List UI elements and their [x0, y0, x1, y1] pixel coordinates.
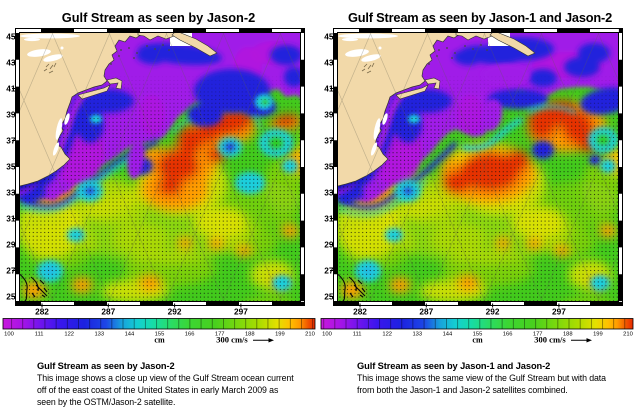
svg-text:300 cm/s: 300 cm/s	[534, 335, 566, 345]
svg-text:292: 292	[486, 307, 500, 317]
svg-text:300 cm/s: 300 cm/s	[216, 335, 248, 345]
svg-text:25: 25	[6, 292, 16, 302]
svg-text:287: 287	[419, 307, 433, 317]
svg-text:297: 297	[234, 307, 248, 317]
svg-text:cm: cm	[154, 336, 165, 345]
svg-text:166: 166	[185, 331, 195, 337]
svg-text:166: 166	[503, 331, 513, 337]
svg-text:133: 133	[412, 331, 422, 337]
svg-text:Gulf Stream as seen by Jason-1: Gulf Stream as seen by Jason-1 and Jason…	[348, 10, 612, 25]
svg-text:45: 45	[6, 32, 16, 42]
svg-text:144: 144	[125, 331, 135, 337]
svg-text:210: 210	[305, 331, 315, 337]
svg-text:33: 33	[324, 188, 334, 198]
svg-text:282: 282	[35, 307, 49, 317]
svg-text:Gulf Stream as seen by Jason-2: Gulf Stream as seen by Jason-2	[62, 10, 255, 25]
svg-text:292: 292	[168, 307, 182, 317]
svg-text:29: 29	[6, 240, 16, 250]
svg-text:45: 45	[324, 32, 334, 42]
svg-text:199: 199	[275, 331, 285, 337]
svg-text:210: 210	[623, 331, 633, 337]
svg-text:155: 155	[155, 331, 165, 337]
svg-text:41: 41	[324, 84, 334, 94]
svg-text:cm: cm	[472, 336, 483, 345]
svg-text:43: 43	[6, 58, 16, 68]
svg-text:144: 144	[443, 331, 453, 337]
svg-text:297: 297	[552, 307, 566, 317]
svg-text:35: 35	[6, 162, 16, 172]
svg-text:111: 111	[353, 331, 362, 337]
svg-text:43: 43	[324, 58, 334, 68]
svg-text:122: 122	[382, 331, 392, 337]
svg-text:27: 27	[324, 266, 334, 276]
svg-text:177: 177	[533, 331, 543, 337]
svg-text:122: 122	[64, 331, 74, 337]
svg-text:31: 31	[324, 214, 334, 224]
svg-text:37: 37	[324, 136, 334, 146]
svg-text:100: 100	[4, 331, 14, 337]
svg-text:41: 41	[6, 84, 16, 94]
svg-text:39: 39	[324, 110, 334, 120]
svg-text:25: 25	[324, 292, 334, 302]
svg-text:287: 287	[101, 307, 115, 317]
svg-text:155: 155	[473, 331, 483, 337]
svg-text:37: 37	[6, 136, 16, 146]
svg-text:282: 282	[353, 307, 367, 317]
svg-text:39: 39	[6, 110, 16, 120]
svg-text:31: 31	[6, 214, 16, 224]
svg-text:177: 177	[215, 331, 225, 337]
svg-text:133: 133	[94, 331, 104, 337]
svg-text:35: 35	[324, 162, 334, 172]
svg-text:100: 100	[322, 331, 332, 337]
svg-text:111: 111	[35, 331, 44, 337]
svg-text:27: 27	[6, 266, 16, 276]
svg-text:29: 29	[324, 240, 334, 250]
svg-text:188: 188	[563, 331, 573, 337]
svg-text:199: 199	[593, 331, 603, 337]
svg-text:33: 33	[6, 188, 16, 198]
svg-text:188: 188	[245, 331, 255, 337]
